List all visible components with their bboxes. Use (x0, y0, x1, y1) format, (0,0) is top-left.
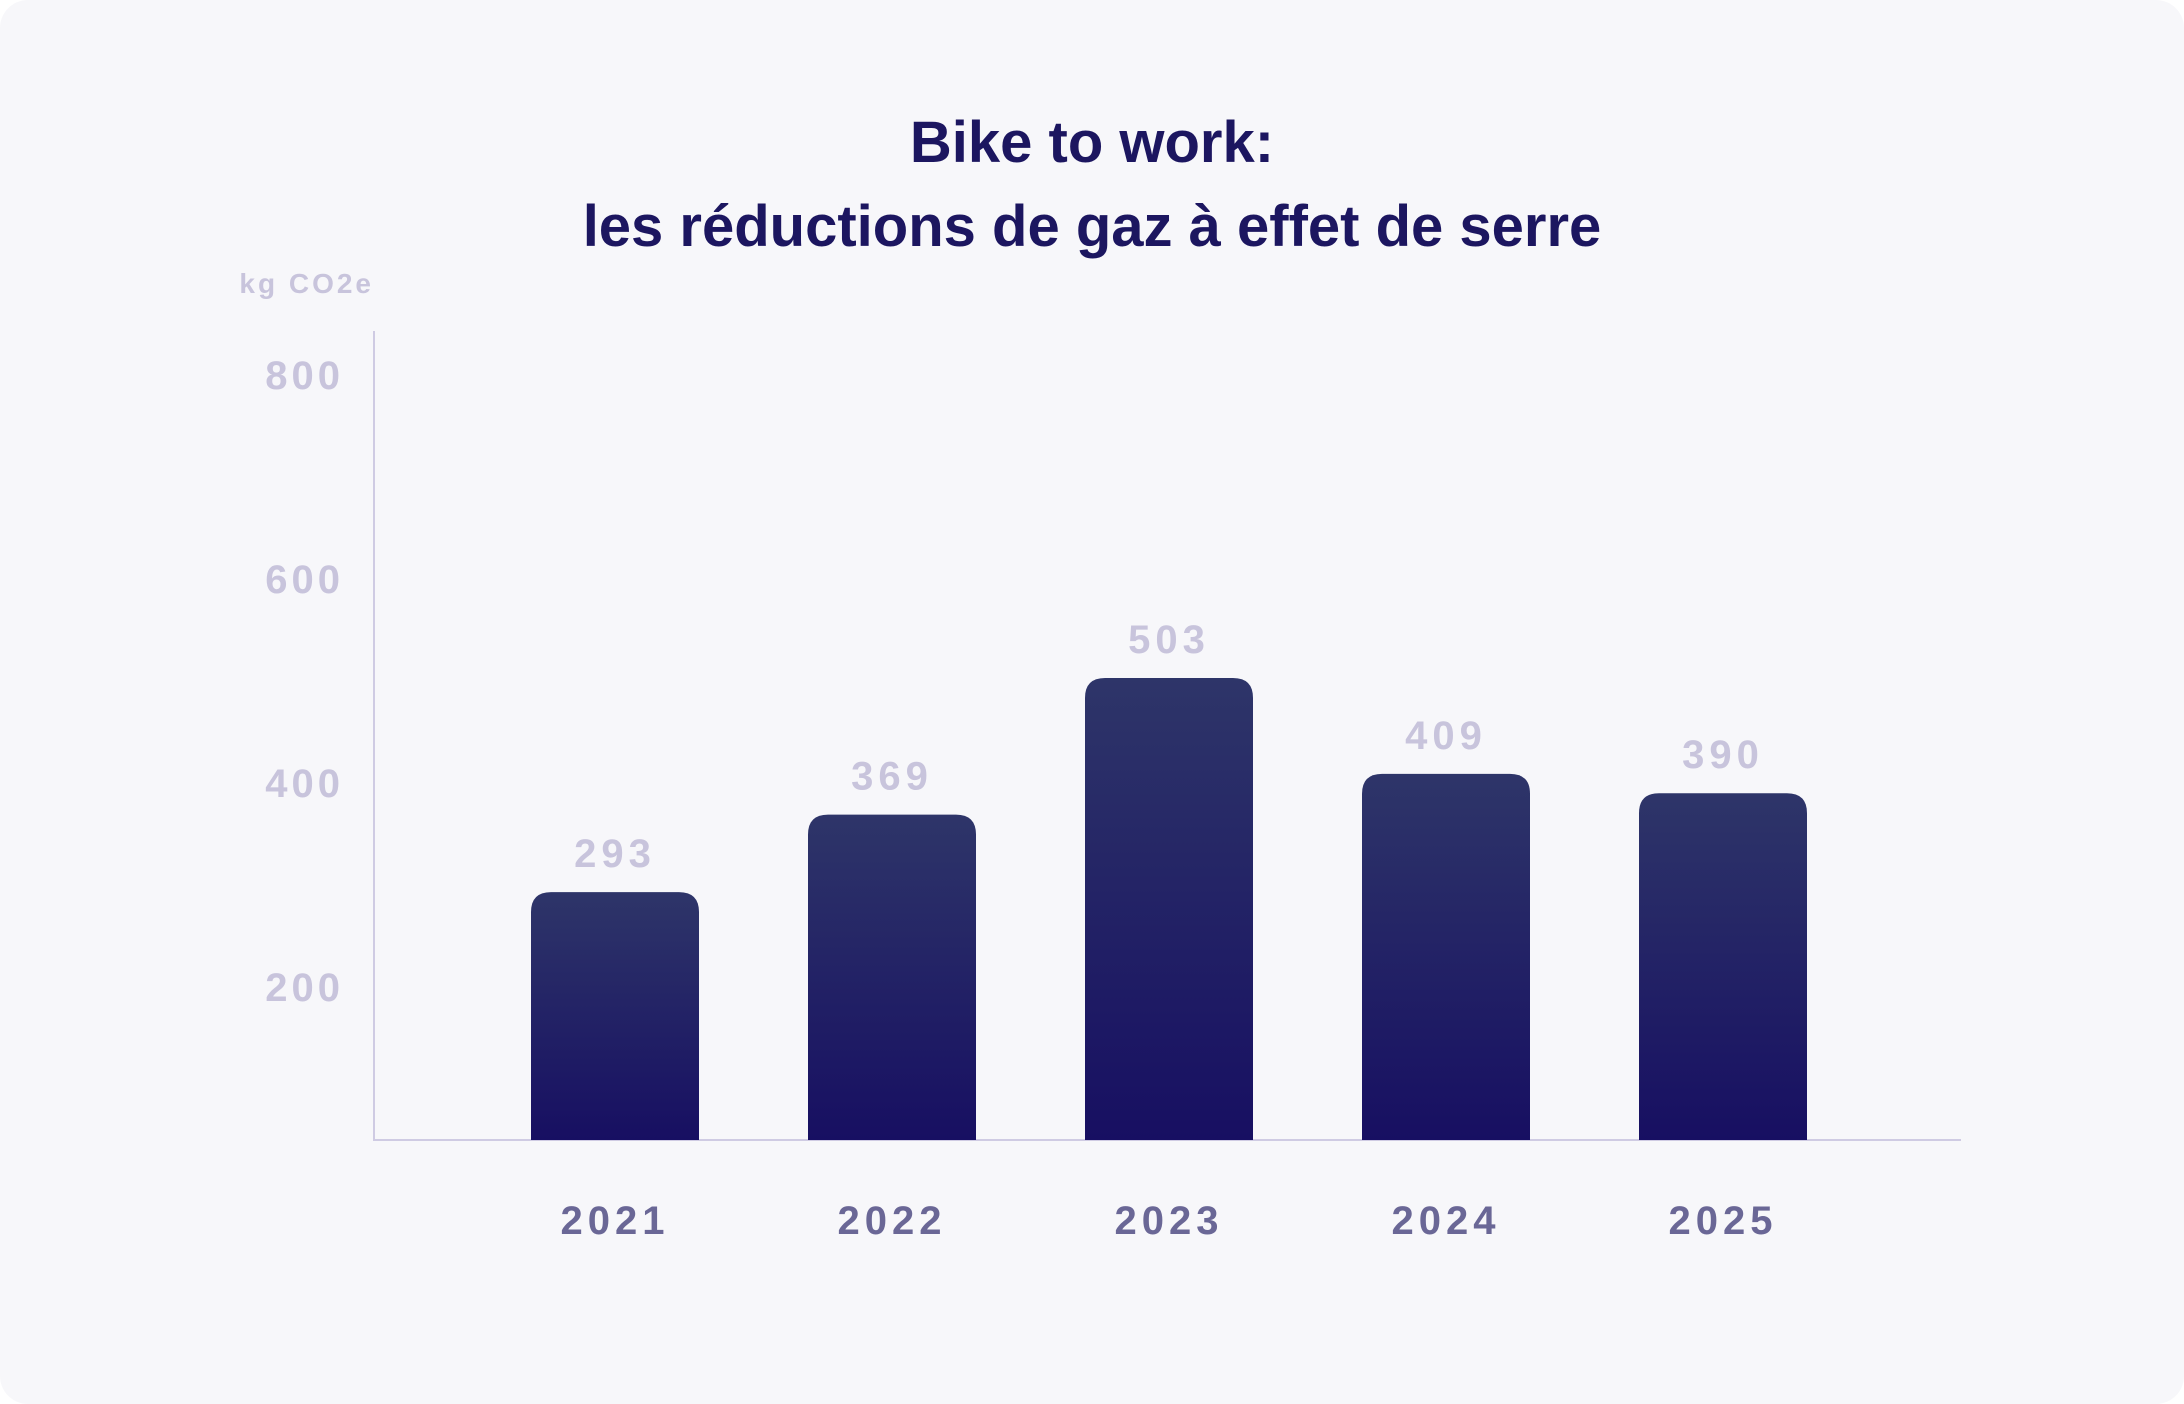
bar-2024 (1362, 773, 1530, 1140)
y-axis-unit-label: kg CO2e (239, 268, 374, 299)
y-tick-label-600: 600 (265, 558, 344, 602)
value-labels-group: 293 369 503 409 390 (574, 618, 1764, 876)
chart-title-line-2: les réductions de gaz à effet de serre (582, 194, 1602, 259)
bar-2021 (531, 892, 699, 1140)
bars-group (531, 677, 1807, 1140)
x-tick-label-2023: 2023 (1115, 1199, 1224, 1243)
x-tick-label-2024: 2024 (1392, 1199, 1501, 1243)
x-tick-label-2025: 2025 (1669, 1199, 1778, 1243)
y-tick-label-200: 200 (265, 966, 344, 1010)
value-label-2025: 390 (1682, 733, 1764, 777)
bar-2022 (808, 814, 976, 1140)
x-axis-ticks: 2021 2022 2023 2024 2025 (561, 1199, 1778, 1243)
x-tick-label-2022: 2022 (838, 1199, 947, 1243)
value-label-2023: 503 (1128, 618, 1210, 662)
bar-2023 (1085, 677, 1253, 1140)
bar-2025 (1639, 793, 1807, 1140)
y-tick-label-400: 400 (265, 762, 344, 806)
value-label-2024: 409 (1405, 714, 1487, 758)
x-tick-label-2021: 2021 (561, 1199, 670, 1243)
value-label-2021: 293 (574, 832, 656, 876)
chart-title-line-1: Bike to work: (909, 110, 1275, 175)
y-axis-ticks: 200 400 600 800 (265, 354, 344, 1010)
y-tick-label-800: 800 (265, 354, 344, 398)
value-label-2022: 369 (851, 755, 933, 799)
